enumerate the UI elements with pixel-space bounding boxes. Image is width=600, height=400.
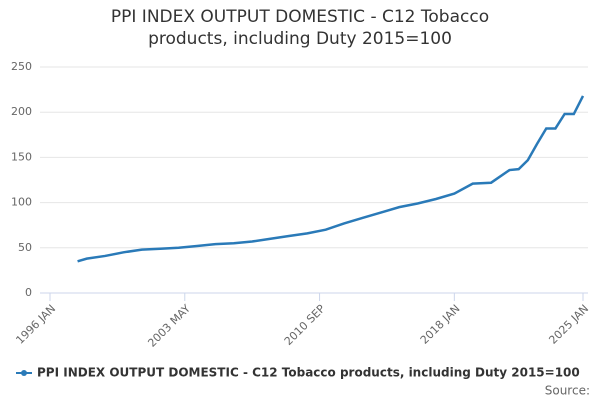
y-tick-label: 50	[18, 241, 32, 254]
line	[77, 95, 585, 263]
y-tick-label: 0	[25, 286, 32, 299]
legend-marker	[21, 370, 27, 376]
y-tick-label: 150	[11, 150, 32, 163]
source: Source:	[545, 384, 590, 398]
x-tick-label: 2003 MAY	[145, 302, 193, 350]
y-tick-label: 250	[11, 60, 32, 73]
x-tick-label: 1996 JAN	[13, 302, 58, 347]
chart-title: PPI INDEX OUTPUT DOMESTIC - C12 Tobacco …	[110, 7, 490, 49]
legend-label: PPI INDEX OUTPUT DOMESTIC - C12 Tobacco …	[37, 366, 580, 380]
x-tick-label: 2018 JAN	[418, 302, 463, 347]
y-tick-label: 100	[11, 196, 32, 209]
x-tick-label: 2025 JAN	[546, 302, 591, 347]
x-tick-label: 2010 SEP	[282, 302, 328, 348]
y-tick-label: 200	[11, 105, 32, 118]
